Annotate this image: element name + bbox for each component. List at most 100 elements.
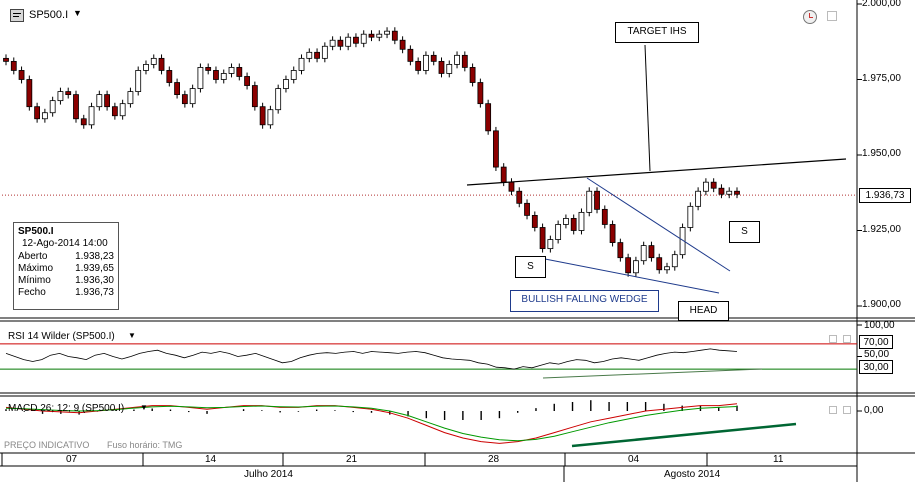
time-tick: 04 [628,454,640,465]
candle-body [57,91,64,102]
candle-body [197,67,204,89]
candle-body [469,67,476,83]
macd-trendline [571,422,797,448]
annotation-head: HEAD [678,301,729,321]
candle-body [135,70,142,92]
candle-body [283,79,289,89]
info-row-open: Aberto 1.938,23 [18,250,114,262]
candle-body [150,57,157,65]
candle-body [3,57,9,62]
candle-body [73,94,79,120]
month-label: Agosto 2014 [664,469,721,480]
time-tick: 14 [205,454,217,465]
candle-body [671,254,678,268]
time-tick: 07 [66,454,78,465]
candle-body [493,130,499,168]
close-icon[interactable] [843,335,851,343]
candle-body [430,54,437,62]
indicative-price-note: PREÇO INDICATIVO [4,440,90,450]
candle-body [49,100,56,114]
neckline-trendline [466,158,847,186]
rsi-divergence-line [542,368,763,379]
symbol-title[interactable]: SP500.I [29,9,69,21]
month-label: Julho 2014 [244,469,293,480]
macd-title[interactable]: MACD 26; 12; 9 (SP500.I) [8,403,125,414]
info-row-high: Máximo 1.939,65 [18,262,114,274]
candle-body [244,76,250,86]
candle-body [26,79,33,108]
candle-body [656,257,663,271]
candle-body [664,266,670,271]
chevron-down-icon[interactable]: ▼ [73,8,82,18]
candle-body [570,218,577,231]
candle-body [189,88,196,105]
maximize-icon[interactable] [829,335,837,343]
candle-body [41,112,48,120]
candle-body [399,39,406,50]
maximize-icon[interactable] [829,406,837,414]
candle-body [213,70,219,80]
candle-body [236,67,243,77]
candle-body [516,190,523,204]
candle-body [181,94,188,105]
ohlc-info-box: SP500.I 12-Ago-2014 14:00 Aberto 1.938,23… [13,222,119,310]
candle-body [555,224,562,240]
maximize-icon[interactable] [827,11,837,21]
candle-body [407,48,414,62]
rsi-title[interactable]: RSI 14 Wilder (SP500.I) [8,331,115,342]
time-tick: 11 [773,454,784,465]
candle-body [143,64,149,71]
annotation-shoulder-left: S [515,256,546,278]
chevron-down-icon[interactable]: ▼ [128,331,136,340]
candle-body [687,205,694,228]
candle-body [88,106,95,126]
annotation-shoulder-right: S [729,221,760,243]
candle-body [337,39,344,47]
candle-body [376,33,383,38]
candle-body [679,227,686,256]
rsi-upper-label: 70,00 [859,335,893,349]
candle-body [734,190,740,195]
candle-body [65,91,72,96]
rsi-tick: 50,00 [864,349,890,360]
candle-body [10,60,17,71]
candle-body [461,54,468,68]
candle-body [205,67,212,71]
candle-body [625,257,632,274]
candle-body [384,30,390,35]
clock-icon[interactable] [803,10,817,24]
candle-body [531,214,538,228]
rsi-line [5,348,738,370]
candle-body [298,57,305,71]
candle-body [345,36,352,47]
candle-body [166,70,173,83]
candle-body [34,106,41,120]
candle-body [368,33,375,38]
candle-body [438,60,445,74]
candle-body [329,39,336,47]
candle-body [539,227,546,250]
candle-body [563,218,569,225]
candle-body [617,242,624,259]
candle-body [360,33,367,44]
candle-body [220,73,227,80]
time-tick: 28 [488,454,500,465]
candle-body [485,103,492,132]
candle-body [415,60,422,71]
candle-body [119,103,126,117]
current-price-label: 1.936,73 [859,188,911,203]
candle-body [423,54,429,71]
info-row-low: Mínimo 1.936,30 [18,275,114,287]
candle-body [314,51,320,59]
macd-line [5,403,738,444]
candle-body [104,94,110,108]
candle-body [601,208,608,225]
rsi-tick: 100,00 [864,320,895,331]
price-tick: 1.975,00 [862,73,901,84]
close-icon[interactable] [843,406,851,414]
candle-body [640,245,647,262]
chevron-down-icon[interactable]: ▼ [140,403,148,412]
candle-body [454,54,460,65]
candle-body [321,45,328,59]
